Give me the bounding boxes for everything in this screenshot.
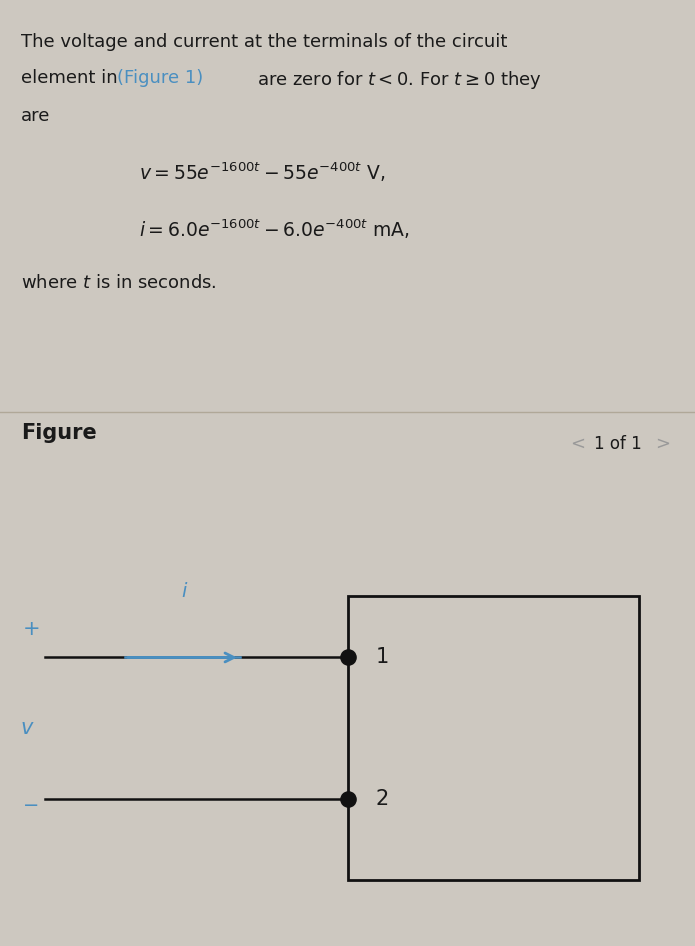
Text: The voltage and current at the terminals of the circuit: The voltage and current at the terminals…	[21, 33, 507, 51]
Text: 1: 1	[375, 647, 389, 668]
Text: $i$: $i$	[181, 582, 188, 601]
Text: −: −	[23, 797, 40, 815]
Bar	[348, 596, 639, 880]
Text: $i = 6.0e^{-1600t} - 6.0e^{-400t}\ \mathrm{mA},$: $i = 6.0e^{-1600t} - 6.0e^{-400t}\ \math…	[139, 218, 410, 241]
Text: $v = 55e^{-1600t} - 55e^{-400t}\ \mathrm{V},$: $v = 55e^{-1600t} - 55e^{-400t}\ \mathrm…	[139, 161, 386, 184]
Text: (Figure 1): (Figure 1)	[117, 69, 203, 87]
Text: where $t$ is in seconds.: where $t$ is in seconds.	[21, 274, 217, 292]
Text: element in: element in	[21, 69, 123, 87]
Text: +: +	[22, 619, 40, 639]
Point	[342, 792, 353, 807]
Text: 1 of 1: 1 of 1	[594, 435, 642, 453]
Point	[342, 650, 353, 665]
Text: $v$: $v$	[20, 718, 35, 739]
Text: <: <	[570, 435, 585, 453]
Text: are: are	[21, 107, 50, 125]
Text: are zero for $t < 0$. For $t \geq 0$ they: are zero for $t < 0$. For $t \geq 0$ the…	[257, 69, 542, 91]
Text: Figure: Figure	[21, 423, 97, 443]
Text: >: >	[655, 435, 670, 453]
Text: 2: 2	[375, 789, 389, 810]
